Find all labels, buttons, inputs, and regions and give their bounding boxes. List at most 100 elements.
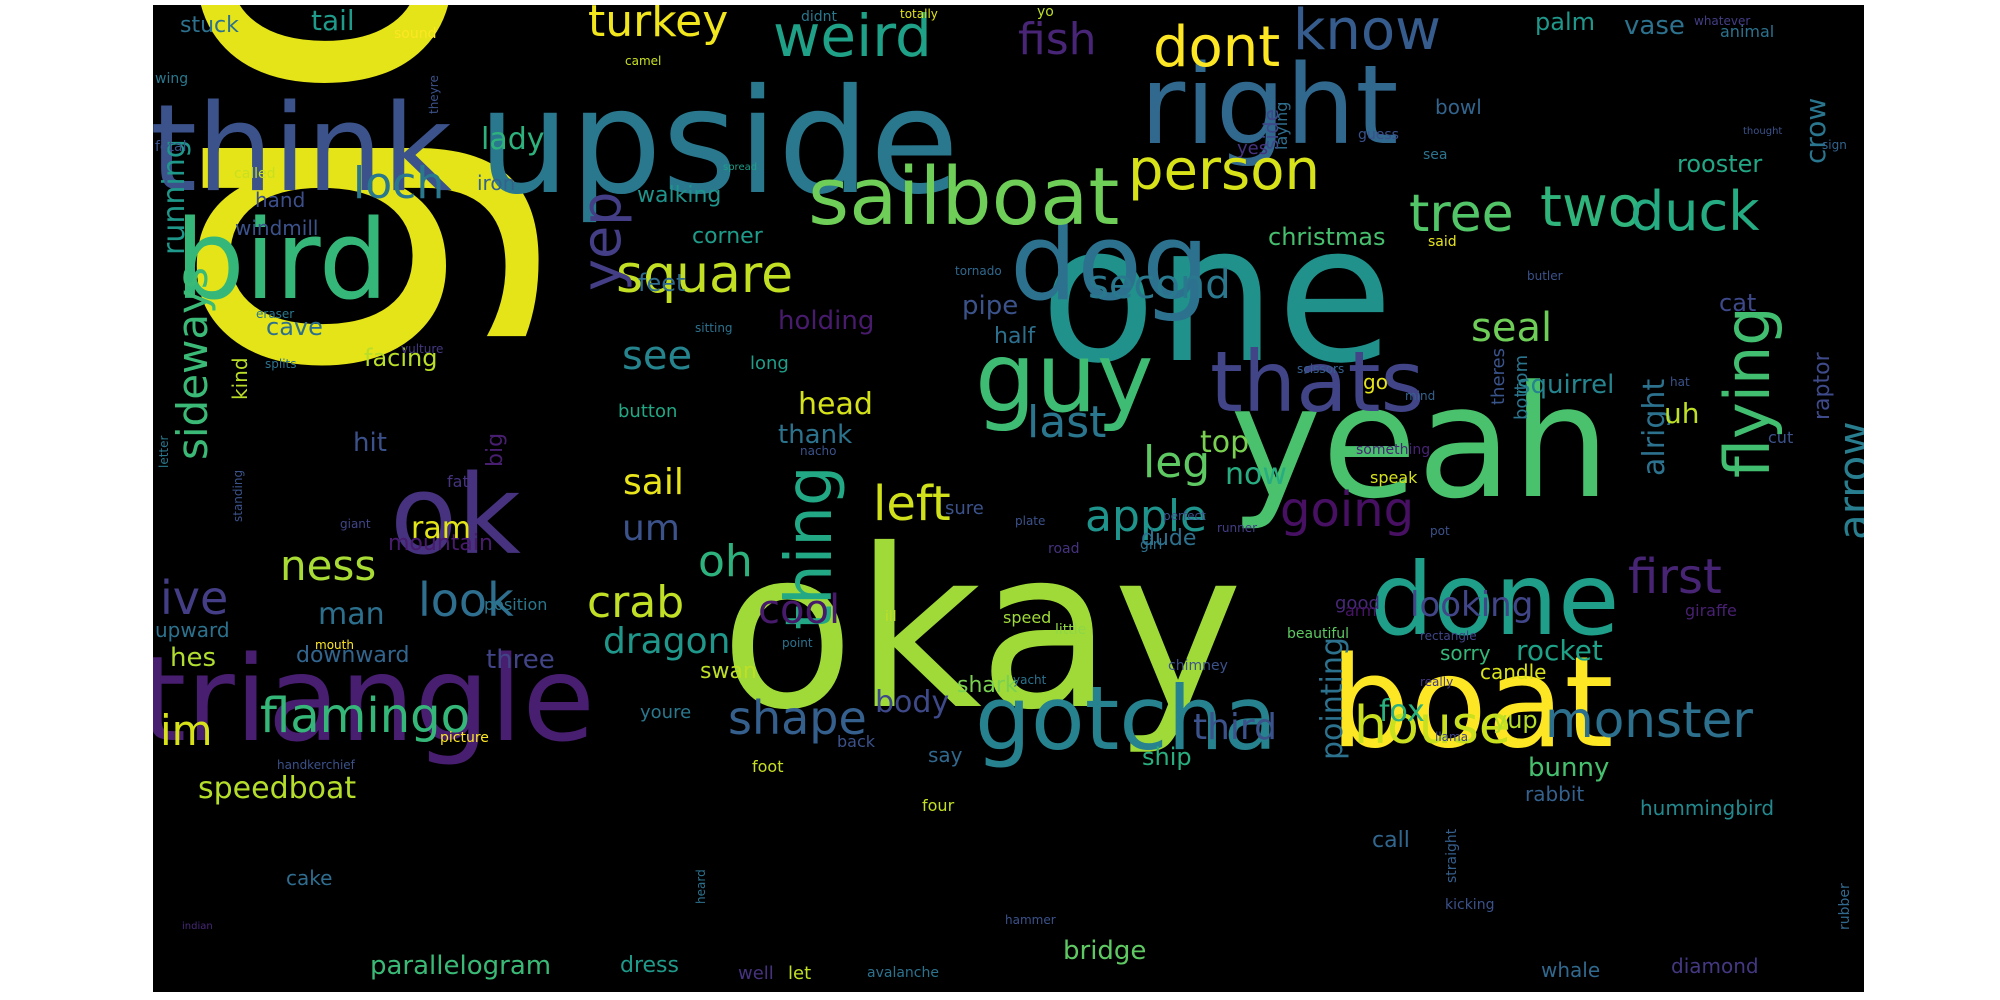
- word-going: going: [1280, 482, 1415, 538]
- word-sure: sure: [945, 498, 984, 519]
- word-speak: speak: [1370, 468, 1418, 487]
- word-ok: ok: [390, 451, 522, 579]
- word-spread: spread: [723, 162, 758, 173]
- word-thought: thought: [1743, 126, 1783, 137]
- word-rocket: rocket: [1516, 634, 1603, 667]
- word-one: one: [1040, 184, 1394, 405]
- word-rubber: rubber: [1837, 883, 1853, 930]
- word-crab: crab: [587, 577, 685, 628]
- word-yeah: yeah: [1230, 352, 1611, 533]
- word-something: something: [1356, 442, 1431, 458]
- word-fish: fish: [1018, 14, 1097, 65]
- word-rabbit: rabbit: [1525, 782, 1585, 806]
- word-gotcha: gotcha: [975, 667, 1278, 770]
- word-chimney: chimney: [1168, 658, 1228, 674]
- word-turkey: turkey: [588, 5, 729, 47]
- word-youre: youre: [640, 702, 692, 723]
- word-didnt: didnt: [801, 9, 838, 25]
- word-done: done: [1370, 541, 1620, 658]
- word-windmill: windmill: [235, 216, 319, 240]
- word-cut: cut: [1768, 428, 1794, 447]
- word-ill: ill: [885, 609, 897, 625]
- word-uh: uh: [1664, 397, 1700, 430]
- word-holding: holding: [778, 306, 875, 336]
- word-stuck: stuck: [180, 13, 239, 38]
- word-pointing: pointing: [1315, 637, 1350, 760]
- word-beautiful: beautiful: [1287, 626, 1350, 642]
- word-bunny: bunny: [1528, 753, 1610, 783]
- word-running: running: [157, 139, 192, 255]
- word-sorry: sorry: [1440, 641, 1491, 665]
- word-see: see: [622, 333, 693, 379]
- word-whatever: whatever: [1694, 14, 1751, 28]
- word-person: person: [1128, 138, 1320, 203]
- word-eraser: eraser: [256, 307, 295, 321]
- word-wing: wing: [155, 71, 189, 87]
- word-guy: guy: [975, 322, 1154, 434]
- word-know: know: [1293, 5, 1441, 63]
- word-rectangle: rectangle: [1420, 629, 1477, 643]
- word-parallelogram: parallelogram: [370, 951, 552, 981]
- word-hes: hes: [170, 643, 217, 673]
- word-sail: sail: [623, 462, 684, 503]
- word-third: third: [1193, 707, 1277, 748]
- word-tree: tree: [1409, 184, 1514, 244]
- word-um: um: [622, 508, 680, 549]
- word-crow: crow: [1799, 97, 1832, 164]
- word-facing: facing: [364, 344, 438, 372]
- word-sign: sign: [1822, 138, 1847, 152]
- word-lady: lady: [481, 122, 545, 157]
- word-yup: yup: [1493, 706, 1538, 734]
- word-kicking: kicking: [1445, 897, 1495, 913]
- word-bird: bird: [175, 196, 389, 324]
- word-road: road: [1048, 541, 1080, 557]
- word-let: let: [788, 963, 812, 984]
- word-arrow: arrow: [1829, 421, 1864, 540]
- word-hand: hand: [255, 188, 306, 212]
- word-standing: standing: [231, 469, 245, 522]
- word-hummingbird: hummingbird: [1640, 796, 1775, 820]
- word-shark: shark: [957, 673, 1018, 698]
- word-yo: yo: [1037, 5, 1054, 20]
- word-pipe: pipe: [962, 291, 1019, 321]
- word-handkerchief: handkerchief: [277, 758, 355, 772]
- word-yep: yep: [570, 191, 633, 291]
- word-guess: guess: [1358, 127, 1399, 143]
- word-speed: speed: [1003, 608, 1052, 627]
- word-bottom: bottom: [1511, 354, 1532, 420]
- word-swan: swan: [700, 659, 757, 684]
- word-three: three: [486, 645, 555, 675]
- word-animal: animal: [1720, 22, 1775, 41]
- word-okay: okay: [720, 502, 1244, 758]
- word-monster: monster: [1545, 691, 1753, 749]
- word-theyre: theyre: [427, 75, 441, 114]
- word-downward: downward: [296, 643, 410, 668]
- word-boat: boat: [1330, 629, 1614, 776]
- word-splits: splits: [265, 357, 297, 371]
- word-straight: straight: [1444, 828, 1460, 883]
- word-rooster: rooster: [1677, 150, 1763, 178]
- word-second: second: [1088, 262, 1231, 308]
- word-half: half: [994, 324, 1036, 349]
- word-arm: arm: [1345, 601, 1377, 620]
- word-corner: corner: [692, 224, 763, 249]
- word-hammer: hammer: [1005, 913, 1056, 927]
- word-mind: mind: [1405, 389, 1436, 403]
- word-look: look: [418, 573, 514, 627]
- word-cave: cave: [266, 313, 323, 341]
- word-first: first: [1628, 549, 1722, 605]
- word-body: body: [875, 685, 950, 720]
- word-shape: shape: [728, 691, 867, 745]
- word-girl: girl: [1140, 537, 1163, 553]
- word-camel: camel: [625, 54, 662, 68]
- word-yacht: yacht: [1013, 673, 1047, 687]
- word-called: called: [234, 166, 276, 182]
- word-triangle: triangle: [153, 630, 595, 768]
- word-avalanche: avalanche: [867, 965, 939, 981]
- word-fat: fat: [447, 472, 469, 491]
- word-christmas: christmas: [1268, 223, 1386, 251]
- word-indian: indian: [182, 921, 213, 932]
- word-call: call: [1372, 828, 1410, 853]
- word-dog: dog: [1010, 201, 1210, 324]
- word-ram: ram: [411, 511, 471, 546]
